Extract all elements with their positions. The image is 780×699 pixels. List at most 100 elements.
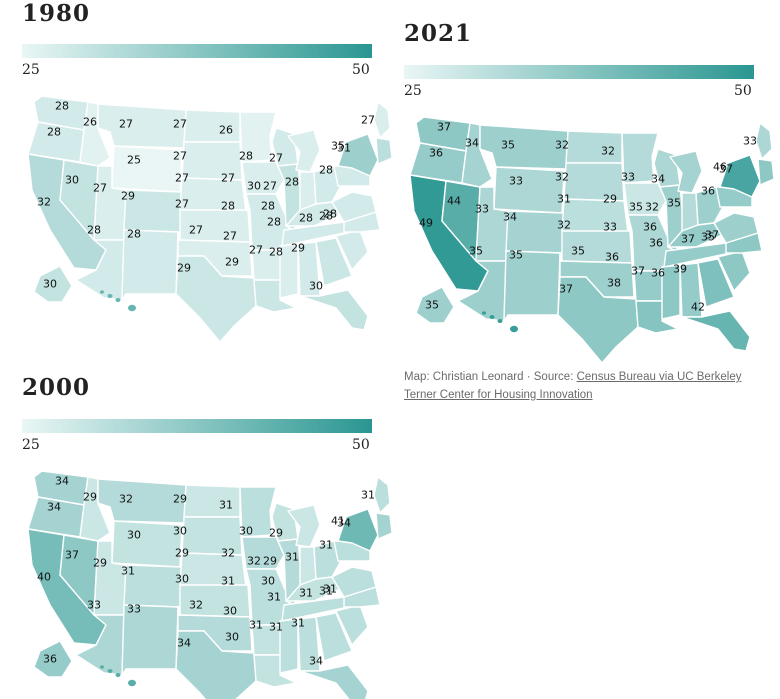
- state-va: [331, 191, 377, 223]
- state-value-az: 33: [87, 599, 101, 612]
- state-ak: [33, 640, 73, 678]
- state-value-fl: 30: [309, 280, 323, 293]
- state-value-co: 31: [121, 565, 135, 578]
- state-value-id: 34: [465, 137, 479, 150]
- hawaii-island: [115, 298, 121, 302]
- state-value-la: 30: [225, 631, 239, 644]
- state-value-pa: 31: [319, 539, 333, 552]
- map-year-title: 2021: [404, 20, 473, 47]
- state-value-ma: 31: [337, 142, 351, 155]
- state-value-mo: 31: [221, 575, 235, 588]
- state-value-wi: 33: [621, 171, 635, 184]
- state-oh: [313, 540, 343, 580]
- hawaii-island: [497, 319, 503, 323]
- state-fl: [299, 289, 369, 331]
- source-link[interactable]: Census Bureau via UC Berkeley Terner Cen…: [404, 371, 742, 401]
- state-value-nv: 44: [447, 195, 461, 208]
- state-ia: [241, 536, 285, 570]
- state-value-ut: 33: [475, 203, 489, 216]
- state-value-oh: 28: [285, 176, 299, 189]
- state-value-ut: 27: [93, 182, 107, 195]
- state-value-mn: 26: [219, 124, 233, 137]
- state-value-tx: 37: [559, 283, 573, 296]
- state-value-me: 33: [743, 135, 757, 148]
- state-value-ak: 35: [425, 299, 439, 312]
- state-nm: [121, 604, 179, 676]
- state-value-nm: 28: [127, 228, 141, 241]
- state-value-wa: 34: [55, 475, 69, 488]
- state-oh: [313, 165, 343, 205]
- state-value-mo: 33: [603, 221, 617, 234]
- legend-min-label: 25: [404, 83, 422, 99]
- state-value-ia: 32: [221, 547, 235, 560]
- state-value-nv: 37: [65, 549, 79, 562]
- state-value-ok: 35: [571, 245, 585, 258]
- state-ne: [179, 552, 247, 588]
- state-value-wi: 28: [239, 150, 253, 163]
- legend-max-label: 50: [734, 83, 752, 99]
- state-value-ok: 27: [189, 224, 203, 237]
- hawaii-island: [510, 325, 518, 333]
- hawaii-island: [107, 669, 113, 673]
- state-value-pa: 36: [701, 185, 715, 198]
- state-ms: [279, 243, 299, 299]
- state-value-tx: 34: [177, 637, 191, 650]
- state-nm: [503, 250, 561, 322]
- state-wy: [493, 166, 565, 214]
- state-ga: [697, 258, 735, 308]
- hawaii-island: [489, 315, 495, 319]
- state-value-nd: 29: [173, 493, 187, 506]
- hawaii-island: [482, 311, 486, 315]
- state-ga: [315, 237, 353, 287]
- state-value-ms: 31: [249, 619, 263, 632]
- state-me: [755, 122, 773, 160]
- state-mn: [239, 111, 277, 163]
- state-value-al: 36: [651, 267, 665, 280]
- state-value-ks: 32: [557, 219, 571, 232]
- state-value-ms: 27: [249, 244, 263, 257]
- map-year-title: 2000: [22, 374, 91, 401]
- state-value-sc: 31: [299, 587, 313, 600]
- state-value-ky: 36: [643, 221, 657, 234]
- state-value-ga: 31: [291, 617, 305, 630]
- state-value-ga: 39: [673, 263, 687, 276]
- state-value-al: 31: [269, 621, 283, 634]
- state-value-id: 26: [83, 116, 97, 129]
- state-value-sd: 27: [173, 150, 187, 163]
- state-value-al: 28: [269, 246, 283, 259]
- state-ma: [757, 158, 775, 186]
- state-value-mt: 27: [119, 118, 133, 131]
- hawaii-island: [107, 294, 113, 298]
- state-value-ga: 29: [291, 242, 305, 255]
- state-wy: [111, 520, 183, 568]
- state-value-mi: 27: [269, 152, 283, 165]
- state-value-il: 30: [247, 180, 261, 193]
- hawaii-island: [128, 304, 136, 312]
- state-value-nc: 31: [323, 583, 337, 596]
- state-value-ca: 40: [37, 571, 51, 584]
- state-value-co: 29: [121, 190, 135, 203]
- state-oh: [695, 186, 725, 226]
- state-value-fl: 42: [691, 301, 705, 314]
- state-value-co: 34: [503, 211, 517, 224]
- state-value-tn: 36: [649, 237, 663, 250]
- state-ma: [375, 137, 393, 165]
- legend-max-label: 50: [352, 437, 370, 453]
- state-value-ky: 28: [261, 200, 275, 213]
- state-me: [373, 101, 391, 139]
- state-value-wa: 37: [437, 121, 451, 134]
- state-ak: [415, 286, 455, 324]
- state-value-ms: 37: [631, 265, 645, 278]
- state-value-sd: 32: [555, 171, 569, 184]
- state-wy: [111, 145, 183, 193]
- state-value-ut: 29: [93, 557, 107, 570]
- state-value-ma: 34: [337, 517, 351, 530]
- state-value-ok: 32: [189, 599, 203, 612]
- state-value-or: 28: [47, 126, 61, 139]
- hawaii-island: [115, 673, 121, 677]
- state-value-pa: 28: [319, 164, 333, 177]
- state-mn: [621, 132, 659, 184]
- state-value-va: 31: [319, 585, 333, 598]
- state-value-ks: 30: [175, 573, 189, 586]
